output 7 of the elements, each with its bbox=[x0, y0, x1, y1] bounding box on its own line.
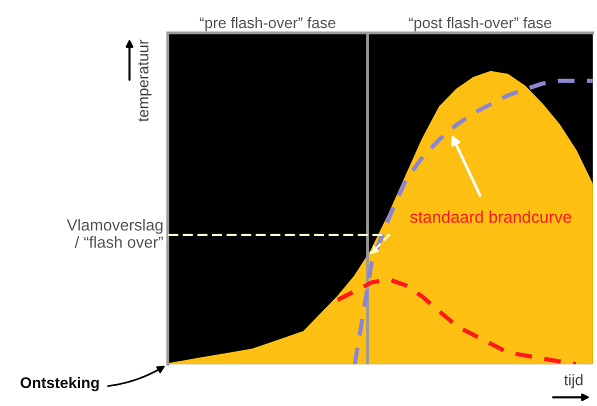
text: Vlamoverslag / “flash over” bbox=[66, 218, 163, 248]
text: Ontsteking bbox=[20, 376, 99, 392]
x-axis-title: tijd bbox=[564, 374, 582, 388]
y-axis-title: temperatuur bbox=[138, 40, 152, 122]
annotation: standaard brandcurve bbox=[410, 210, 572, 223]
text: “post flash-over” fase bbox=[408, 16, 552, 32]
text: “pre flash-over” fase bbox=[200, 16, 336, 32]
